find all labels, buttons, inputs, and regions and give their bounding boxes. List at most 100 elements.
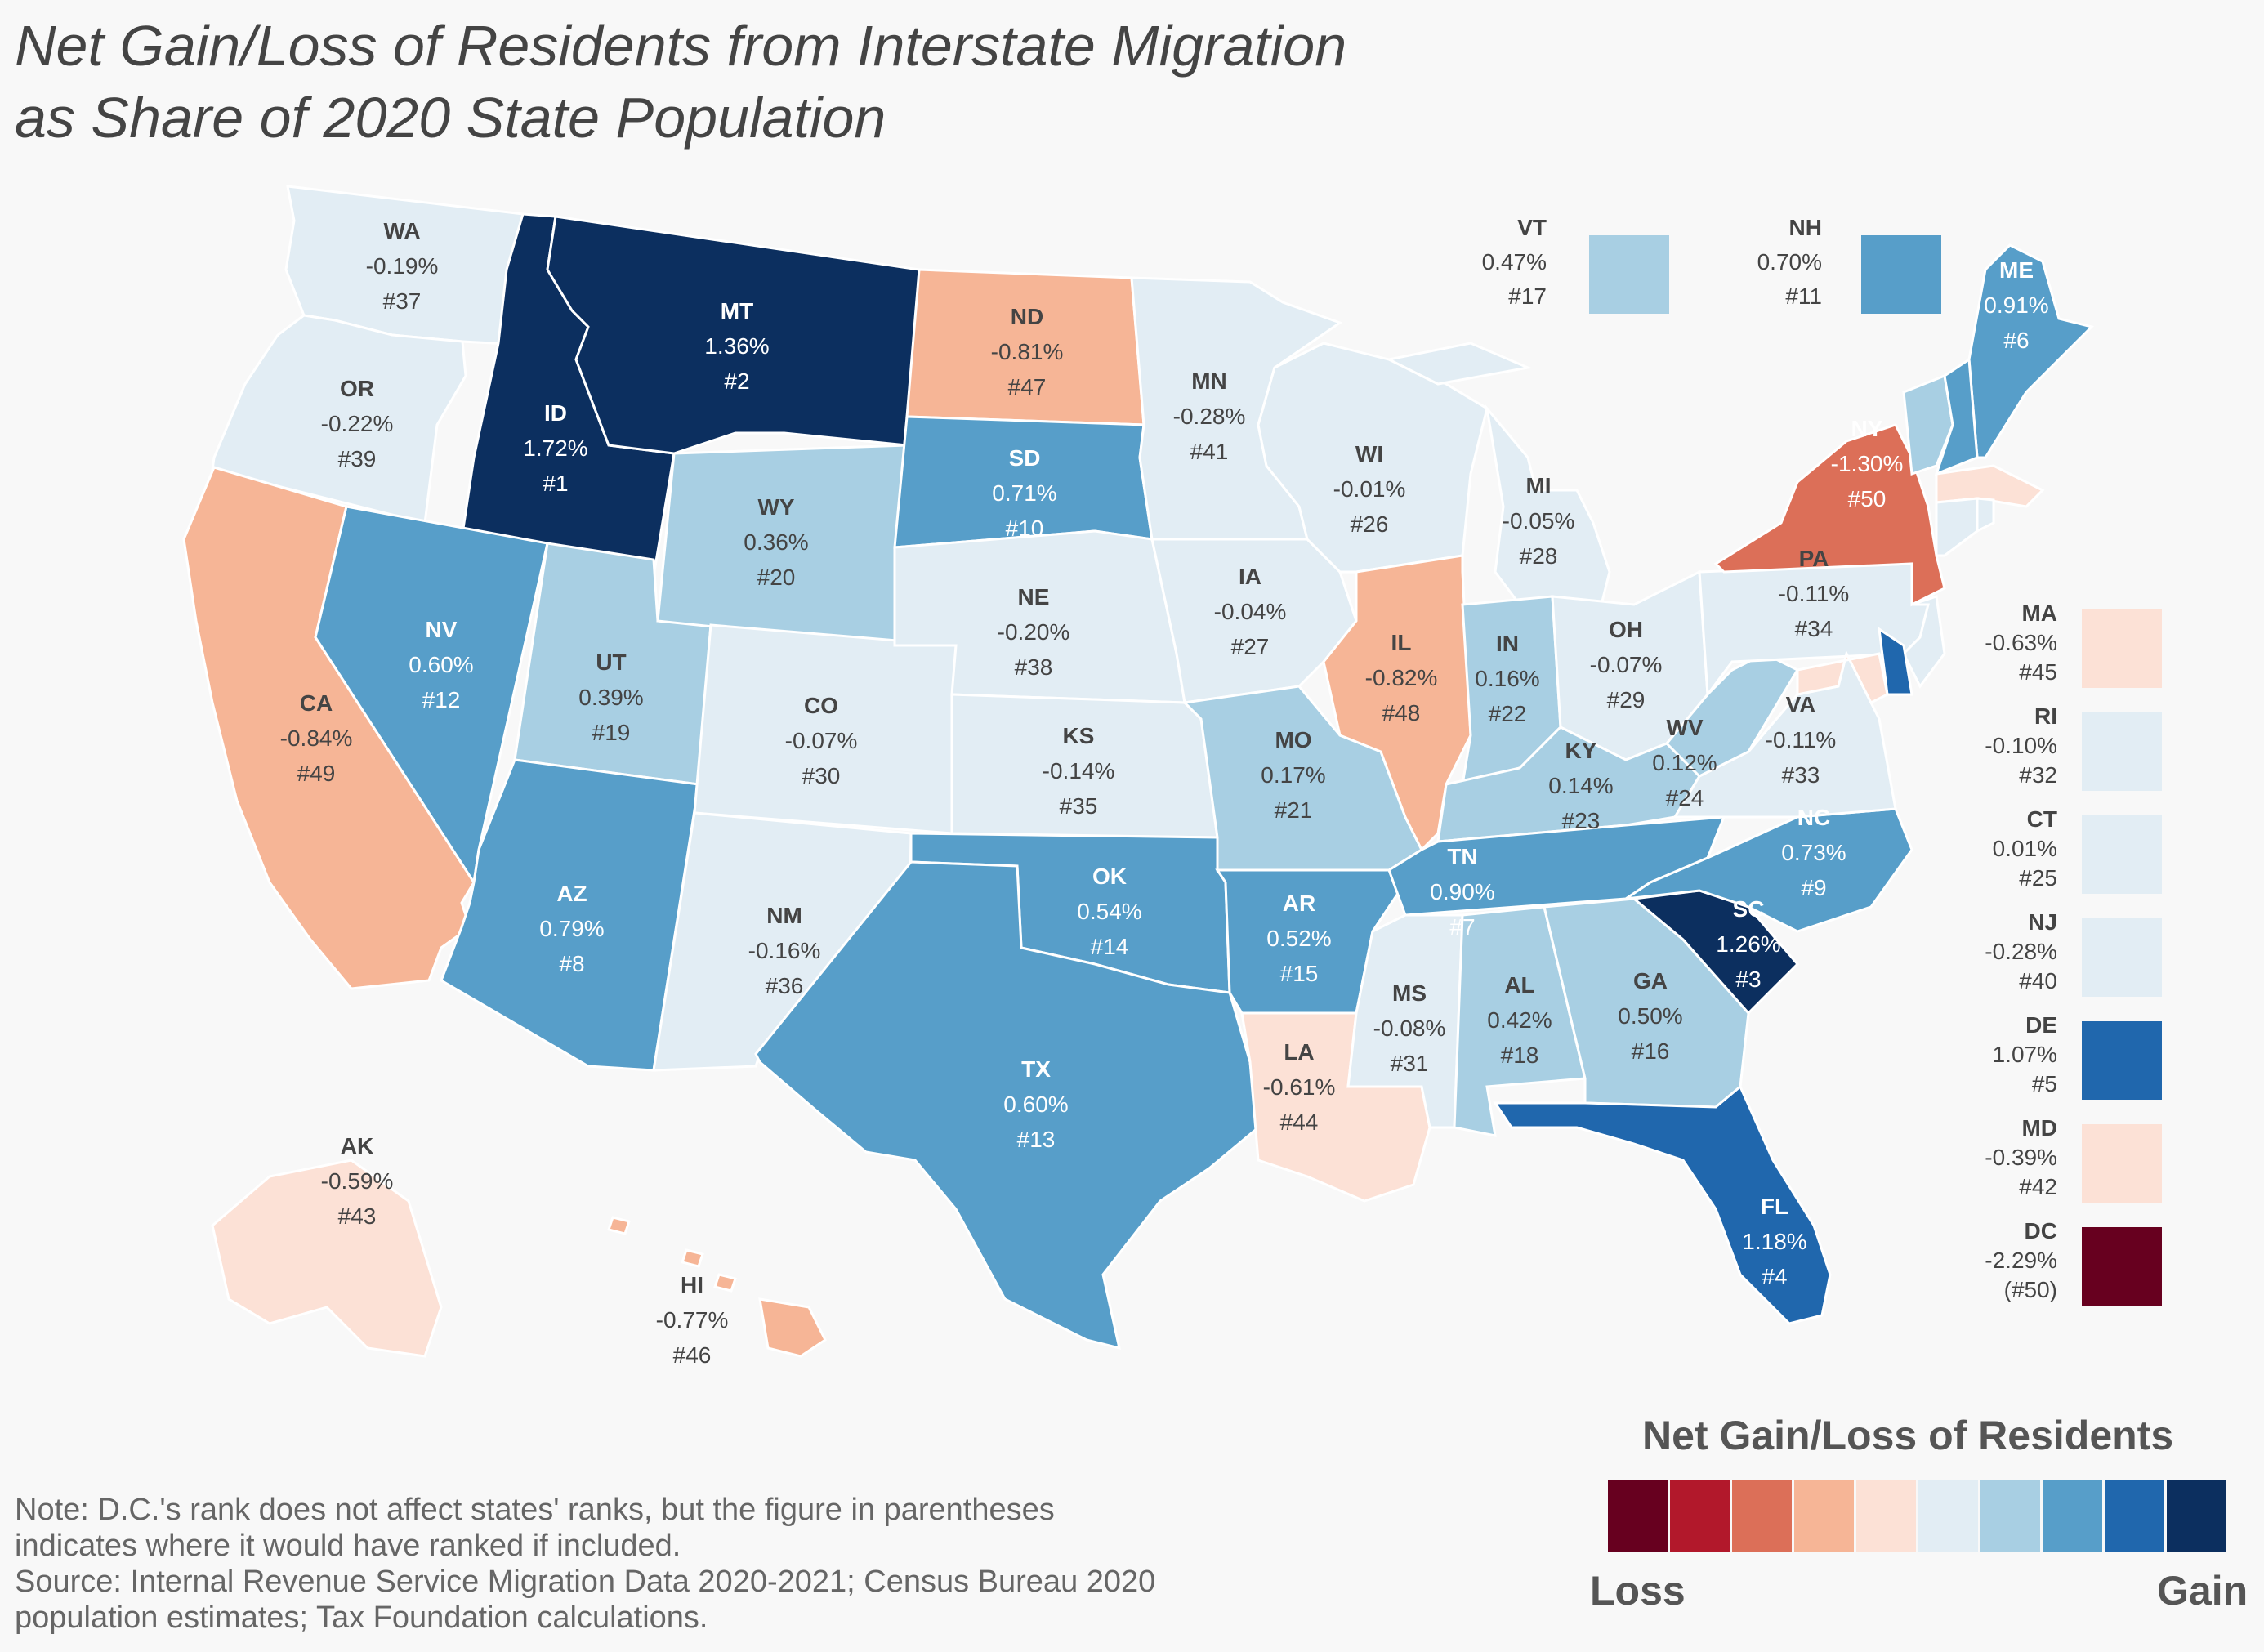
state-abbr: MO [1275,727,1311,752]
state-abbr: ID [544,400,567,426]
state-rank: #14 [1091,934,1129,959]
state-nc-shape [1625,807,1913,933]
state-id-label: ID 1.72% #1 [523,400,587,496]
box-rank: #17 [1508,284,1547,309]
state-value: 0.12% [1652,750,1717,775]
state-rank: #43 [338,1203,377,1229]
state-abbr: AZ [556,881,587,906]
state-abbr: CA [300,690,333,716]
box-value: -0.28% [1985,939,2057,964]
state-abbr: TN [1447,844,1477,869]
state-ia-label: IA -0.04% #27 [1214,564,1287,659]
state-rank: #44 [1280,1110,1319,1135]
state-abbr: IA [1239,564,1261,589]
box-abbr: NH [1789,215,1822,240]
state-value: -0.84% [280,726,353,751]
state-value: 1.36% [704,333,769,359]
state-ca-label: CA -0.84% #49 [280,690,353,786]
box-abbr: DE [2025,1012,2057,1038]
state-ok-label: OK 0.54% #14 [1077,864,1141,959]
state-ks-label: KS -0.14% #35 [1043,723,1115,819]
state-rank: #3 [1735,967,1761,992]
state-ct-shape [1935,497,1979,557]
state-value: -0.08% [1373,1016,1446,1041]
state-value: -0.14% [1043,758,1115,784]
state-value: 0.36% [744,529,808,555]
note-line-4: population estimates; Tax Foundation cal… [15,1601,708,1635]
state-wv-label: WV 0.12% #24 [1652,715,1717,810]
state-value: -0.01% [1333,476,1406,502]
box-value: -0.63% [1985,630,2057,655]
box-ct: CT 0.01% #25 [1993,806,2162,894]
state-abbr: NE [1018,584,1050,609]
state-mi-label: MI -0.05% #28 [1503,473,1575,569]
state-oh-label: OH -0.07% #29 [1590,617,1663,712]
map-title: Net Gain/Loss of Residents from Intersta… [15,10,1346,154]
legend-swatch-5 [1856,1480,1918,1552]
legend-swatch-7 [1980,1480,2043,1552]
state-abbr: TX [1021,1056,1051,1082]
state-abbr: ND [1011,304,1043,329]
state-nd-label: ND -0.81% #47 [991,304,1064,400]
state-value: 0.52% [1266,926,1331,951]
source-note: Note: D.C.'s rank does not affect states… [15,1492,1155,1636]
box-vt: VT 0.47% #17 [1482,215,1669,314]
box-rank: #45 [2019,659,2057,685]
state-value: -0.77% [656,1307,729,1333]
state-abbr: IN [1496,631,1519,656]
state-nj-shape [1902,595,1946,689]
state-abbr: AK [341,1133,373,1159]
state-ri-shape [1976,497,1995,534]
state-vt-shape [1902,373,1954,476]
box-value: 0.47% [1482,249,1547,275]
box-ri: RI -0.10% #32 [1985,703,2162,791]
state-wy-label: WY 0.36% #20 [744,494,808,590]
state-value: 1.72% [523,435,587,461]
state-de-shape [1878,626,1913,696]
state-rank: #4 [1762,1264,1787,1289]
state-rank: #22 [1489,701,1527,726]
state-value: -0.59% [321,1168,394,1194]
note-line-2: indicates where it would have ranked if … [15,1529,681,1563]
state-rank: #26 [1351,511,1389,537]
box-abbr: CT [2027,806,2057,832]
box-rank: #11 [1785,284,1822,309]
legend-high-label: Gain [2157,1568,2248,1614]
state-rank: #46 [673,1342,712,1368]
state-mo-label: MO 0.17% #21 [1261,727,1325,823]
state-value: 0.42% [1487,1007,1552,1033]
state-nv-label: NV 0.60% #12 [409,617,473,712]
legend-swatch-8 [2043,1480,2105,1552]
state-value: 0.91% [1984,292,2048,318]
state-abbr: OR [340,376,374,401]
legend-swatch-1 [1608,1480,1670,1552]
state-rank: #36 [766,973,804,998]
state-in-label: IN 0.16% #22 [1475,631,1539,726]
box-swatch [2082,1227,2162,1306]
state-rank: #10 [1006,516,1044,541]
box-rank: #32 [2019,762,2057,788]
state-abbr: IL [1391,630,1412,655]
state-ne-label: NE -0.20% #38 [998,584,1070,680]
state-or-label: OR -0.22% #39 [321,376,394,471]
state-value: 0.71% [992,480,1056,506]
state-rank: #37 [383,288,422,314]
state-value: -0.05% [1503,508,1575,534]
state-sd-label: SD 0.71% #10 [992,445,1056,541]
state-value: -1.30% [1831,451,1904,476]
state-value: 0.79% [539,916,604,941]
state-rank: #12 [422,687,461,712]
state-me-label: ME 0.91% #6 [1984,257,2048,353]
state-shapes [182,185,2094,1358]
state-ny-label: NY -1.30% #50 [1831,416,1904,511]
state-abbr: WI [1355,441,1383,467]
state-abbr: SD [1009,445,1041,471]
state-rank: #30 [802,763,841,788]
box-ma: MA -0.63% #45 [1985,601,2162,688]
state-abbr: UT [596,650,626,675]
state-me-shape [1967,243,2094,459]
state-hi-shape [607,1216,827,1358]
box-swatch [2082,1124,2162,1203]
state-abbr: CO [804,693,838,718]
